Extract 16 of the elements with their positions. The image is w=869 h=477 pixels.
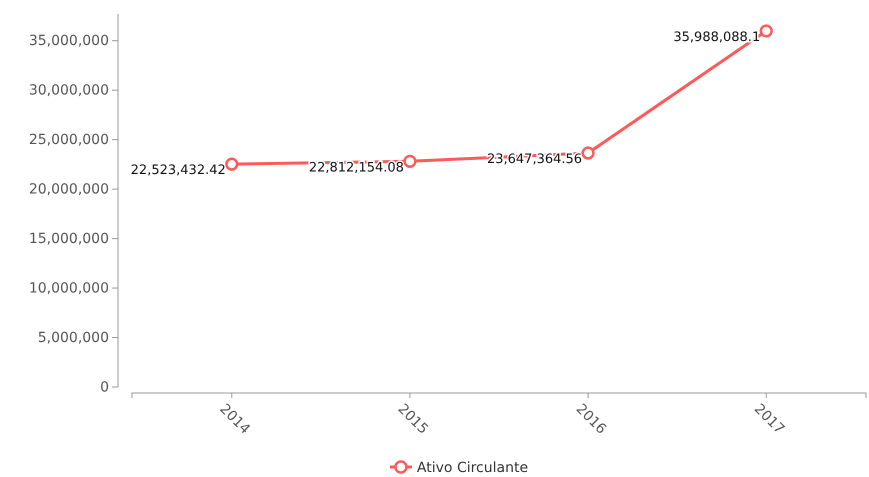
point [403, 154, 417, 168]
y-tick-label: 15,000,000 [28, 231, 109, 248]
y-tick-label: 20,000,000 [28, 182, 109, 198]
data-label: 22,812,154.08 [308, 160, 404, 176]
data-label: 22,523,432.42 [130, 163, 226, 178]
legend-label: Ativo Circulante [416, 460, 528, 476]
y-tick-label: 30,000,000 [28, 82, 109, 99]
point [581, 146, 595, 160]
y-tick-label: 10,000,000 [28, 280, 109, 297]
data-label: 23,647,364.56 [486, 152, 582, 168]
y-tick-label: 5,000,000 [38, 330, 109, 346]
point [225, 158, 238, 171]
y-tick-label: 25,000,000 [28, 132, 109, 148]
point [760, 24, 773, 38]
y-tick-label: 0 [100, 379, 109, 396]
y-tick-label: 35,000,000 [28, 33, 109, 50]
